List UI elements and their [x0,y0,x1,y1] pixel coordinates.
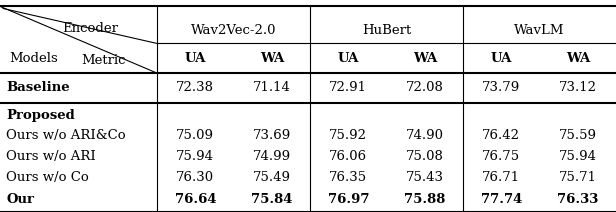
Text: UA: UA [338,52,359,65]
Text: WavLM: WavLM [514,24,565,37]
Text: UA: UA [185,52,206,65]
Text: WA: WA [413,52,437,65]
Text: Our: Our [6,193,34,206]
Text: 73.69: 73.69 [253,129,291,142]
Text: Wav2Vec-2.0: Wav2Vec-2.0 [191,24,277,37]
Text: Models: Models [9,52,58,65]
Text: 72.38: 72.38 [176,81,214,94]
Text: 75.94: 75.94 [559,150,597,163]
Text: 75.59: 75.59 [559,129,597,142]
Text: Ours w/o Co: Ours w/o Co [6,171,89,184]
Text: 75.88: 75.88 [404,193,445,206]
Text: Baseline: Baseline [6,81,70,94]
Text: 76.71: 76.71 [482,171,521,184]
Text: 76.06: 76.06 [329,150,367,163]
Text: 75.43: 75.43 [406,171,444,184]
Text: 75.94: 75.94 [176,150,214,163]
Text: 73.79: 73.79 [482,81,521,94]
Text: WA: WA [565,52,590,65]
Text: 73.12: 73.12 [559,81,597,94]
Text: 72.91: 72.91 [330,81,367,94]
Text: 76.64: 76.64 [174,193,216,206]
Text: Metric: Metric [81,54,126,67]
Text: Proposed: Proposed [6,109,75,122]
Text: 74.90: 74.90 [406,129,444,142]
Text: 75.71: 75.71 [559,171,597,184]
Text: 75.08: 75.08 [406,150,444,163]
Text: 71.14: 71.14 [253,81,291,94]
Text: UA: UA [490,52,512,65]
Text: Ours w/o ARI&Co: Ours w/o ARI&Co [6,129,126,142]
Text: 76.97: 76.97 [328,193,369,206]
Text: Encoder: Encoder [62,22,118,35]
Text: 75.49: 75.49 [253,171,291,184]
Text: HuBert: HuBert [362,24,411,37]
Text: 75.84: 75.84 [251,193,293,206]
Text: 76.33: 76.33 [557,193,599,206]
Text: 76.35: 76.35 [329,171,367,184]
Text: 77.74: 77.74 [480,193,522,206]
Text: Ours w/o ARI: Ours w/o ARI [6,150,96,163]
Text: 74.99: 74.99 [253,150,291,163]
Text: 75.09: 75.09 [176,129,214,142]
Text: 76.42: 76.42 [482,129,521,142]
Text: 76.30: 76.30 [176,171,214,184]
Text: 72.08: 72.08 [406,81,444,94]
Text: 76.75: 76.75 [482,150,521,163]
Text: 75.92: 75.92 [330,129,367,142]
Text: WA: WA [260,52,284,65]
